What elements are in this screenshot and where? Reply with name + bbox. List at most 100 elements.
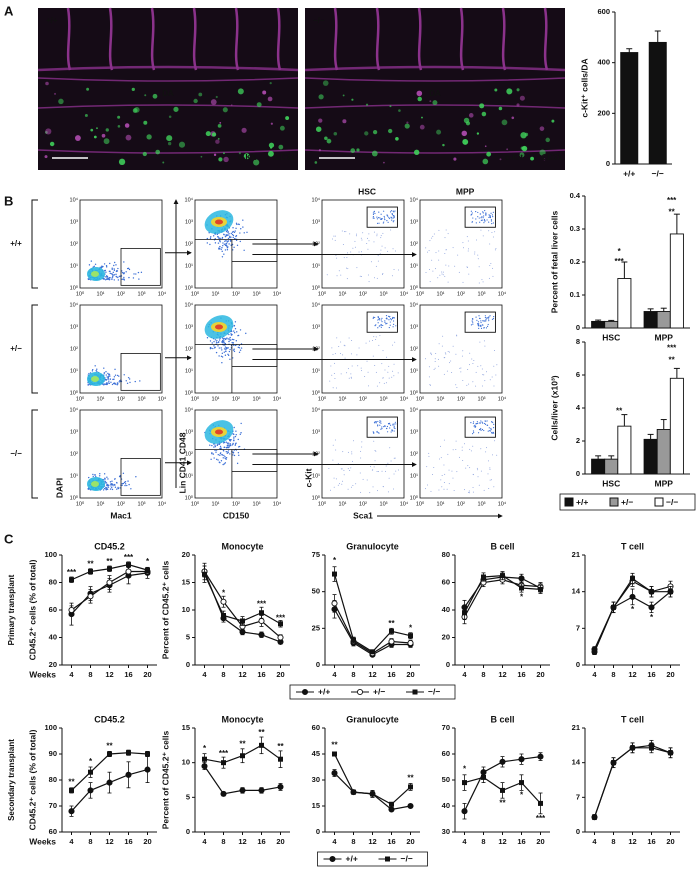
- x-tick-label: MPP: [655, 332, 674, 342]
- event: [367, 248, 369, 250]
- event: [228, 233, 230, 235]
- event: [480, 320, 482, 322]
- cell: [217, 137, 220, 140]
- event: [342, 354, 344, 356]
- event: [374, 316, 376, 319]
- event: [463, 489, 465, 491]
- event: [378, 222, 380, 224]
- event: [106, 488, 108, 490]
- event: [482, 320, 484, 322]
- vessel: [37, 149, 299, 154]
- significance: *: [631, 605, 635, 614]
- event: [393, 317, 395, 319]
- data-point: [258, 617, 265, 625]
- event: [367, 371, 369, 373]
- event: [229, 336, 231, 339]
- event: [456, 334, 458, 336]
- event: [482, 235, 484, 237]
- event: [243, 249, 245, 251]
- event: [227, 231, 229, 233]
- y-tick-label: 0: [316, 827, 320, 836]
- cell: [198, 92, 203, 97]
- event: [489, 379, 491, 381]
- event: [335, 449, 337, 451]
- data-point: [668, 589, 673, 595]
- cell: [324, 136, 328, 141]
- event: [386, 322, 388, 324]
- event: [382, 486, 384, 488]
- event: [443, 488, 445, 490]
- x-tick-label: 12: [498, 837, 506, 846]
- y-axis-title: c-Kit⁺ cells/DA: [579, 58, 589, 117]
- cell: [124, 123, 130, 128]
- event: [443, 439, 445, 441]
- y-tick-label: 14: [572, 758, 581, 767]
- legend-label: +/+: [318, 686, 330, 696]
- event: [105, 266, 108, 268]
- event: [126, 382, 129, 385]
- event: [139, 380, 141, 382]
- y-tick-label: 5: [186, 792, 190, 801]
- x-tick-label: +/+: [623, 168, 635, 178]
- event: [380, 213, 382, 215]
- event: [477, 422, 479, 425]
- event: [434, 358, 436, 360]
- event: [469, 448, 471, 450]
- event: [108, 276, 110, 279]
- event: [470, 422, 472, 424]
- data-point: [277, 783, 284, 790]
- flow-tick-label: 10³: [410, 429, 418, 435]
- event: [442, 335, 444, 337]
- event: [94, 263, 97, 265]
- event: [481, 279, 483, 281]
- event: [431, 237, 433, 239]
- cell: [481, 111, 487, 117]
- event: [372, 469, 374, 471]
- event: [392, 344, 394, 346]
- chart-title: Monocyte: [221, 714, 263, 724]
- event: [378, 325, 380, 327]
- cell: [118, 158, 126, 166]
- event: [379, 317, 381, 320]
- data-point: [389, 628, 394, 634]
- event: [223, 463, 226, 465]
- flow-tick-label: 10¹: [339, 291, 347, 297]
- event: [221, 453, 223, 456]
- event: [112, 485, 114, 487]
- event: [106, 376, 108, 378]
- cell: [364, 131, 369, 136]
- event: [113, 378, 115, 380]
- event: [237, 223, 240, 225]
- event: [221, 352, 224, 355]
- cell: [519, 95, 525, 101]
- data-point: [126, 750, 131, 756]
- event: [125, 271, 127, 273]
- data-point: [611, 760, 616, 766]
- gate: [366, 206, 398, 228]
- event: [425, 272, 427, 274]
- event: [218, 443, 221, 446]
- event: [103, 473, 106, 475]
- flow-tick-label: 10⁰: [416, 395, 425, 402]
- event: [361, 239, 363, 241]
- data-point: [240, 753, 245, 759]
- flow-tick-label: 10²: [117, 396, 125, 402]
- event: [472, 491, 474, 493]
- cell: [230, 104, 233, 106]
- event: [232, 349, 235, 351]
- event: [345, 231, 347, 233]
- cell: [222, 107, 228, 113]
- event: [113, 382, 115, 385]
- flow-tick-label: 10²: [117, 501, 125, 507]
- data-point: [221, 760, 226, 766]
- gate: [464, 416, 496, 438]
- event: [376, 471, 378, 473]
- event: [389, 324, 391, 326]
- significance: *: [89, 757, 93, 766]
- flow-tick-label: 10⁰: [318, 500, 327, 507]
- event: [109, 481, 112, 483]
- flow-tick-label: 10⁰: [76, 290, 85, 297]
- event: [109, 262, 111, 265]
- event: [334, 239, 336, 241]
- event: [484, 209, 486, 212]
